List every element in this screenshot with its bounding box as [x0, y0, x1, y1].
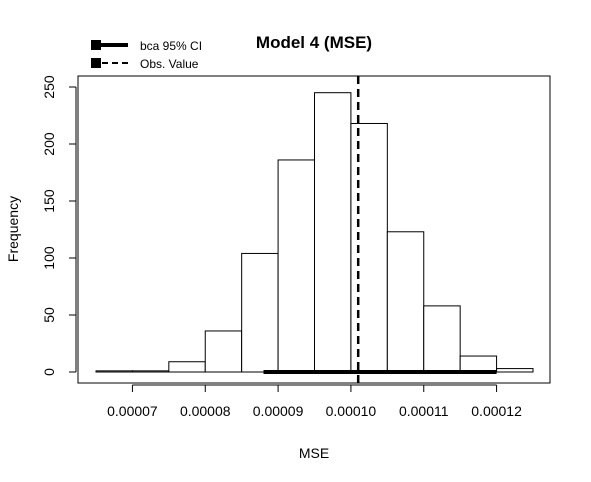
plot-frame: [77, 75, 551, 384]
histogram-bars: [95, 92, 534, 373]
histogram-bar-5: [277, 159, 316, 373]
x-tick-label-4: 0.00011: [399, 403, 449, 419]
histogram-bar-3: [204, 330, 243, 373]
x-tick-label-2: 0.00009: [253, 403, 304, 419]
x-tick-label-5: 0.00012: [471, 403, 522, 419]
legend-obs-marker: [91, 58, 101, 68]
legend-obs-label: Obs. Value: [140, 57, 199, 71]
x-axis-label: MSE: [299, 445, 329, 461]
histogram-bar-9: [423, 305, 461, 373]
histogram-bar-4: [241, 252, 279, 373]
histogram-bar-6: [314, 92, 352, 373]
legend-ci-marker: [91, 40, 101, 50]
legend: bca 95% CI Obs. Value: [91, 39, 202, 71]
histogram-bar-10: [459, 355, 498, 373]
x-axis: 0.00007 0.00008 0.00009 0.00010 0.00011 0.000…: [107, 384, 522, 419]
histogram-bar-1: [131, 370, 170, 373]
chart-title: Model 4 (MSE): [256, 33, 372, 52]
histogram-bar-7: [350, 122, 388, 373]
histogram-bar-11: [496, 368, 534, 373]
x-tick-label-1: 0.00008: [180, 403, 231, 419]
y-tick-label-3: 150: [41, 189, 57, 213]
y-tick-label-1: 50: [41, 307, 57, 323]
y-axis: 0 50 100 150 200 250: [41, 75, 77, 376]
x-tick-label-0: 0.00007: [107, 403, 158, 419]
y-tick-label-2: 100: [41, 246, 57, 270]
histogram-bar-8: [386, 231, 425, 373]
histogram-bar-0: [95, 370, 133, 373]
histogram-bar-2: [168, 361, 206, 373]
x-tick-label-3: 0.00010: [326, 403, 377, 419]
y-axis-label: Frequency: [5, 196, 21, 262]
y-tick-label-5: 250: [41, 75, 57, 99]
y-tick-label-4: 200: [41, 132, 57, 156]
legend-ci-label: bca 95% CI: [140, 39, 202, 53]
y-tick-label-0: 0: [41, 368, 57, 376]
